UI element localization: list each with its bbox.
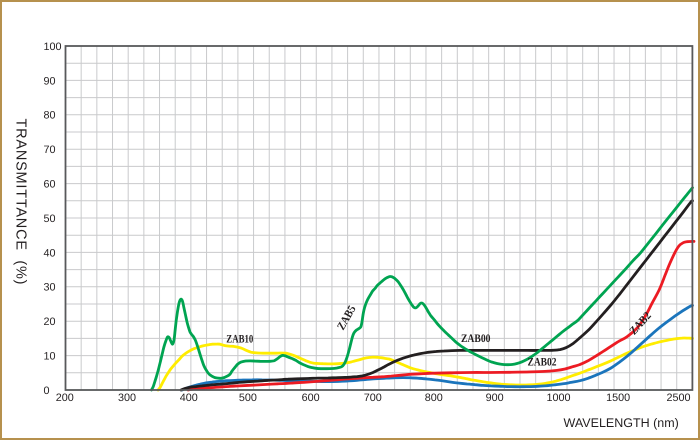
svg-text:10: 10 <box>44 351 56 363</box>
svg-text:TRANSMITTANCE (%): TRANSMITTANCE (%) <box>13 119 29 285</box>
svg-text:ZAB00: ZAB00 <box>461 333 491 345</box>
svg-text:100: 100 <box>44 41 62 53</box>
svg-text:800: 800 <box>425 392 443 404</box>
svg-text:60: 60 <box>44 179 56 191</box>
svg-text:70: 70 <box>44 144 56 156</box>
svg-text:200: 200 <box>56 392 74 404</box>
svg-text:90: 90 <box>44 75 56 87</box>
svg-text:40: 40 <box>44 247 56 259</box>
svg-text:ZAB02: ZAB02 <box>528 357 557 369</box>
svg-text:50: 50 <box>44 213 56 225</box>
svg-text:700: 700 <box>364 392 382 404</box>
svg-text:0: 0 <box>44 385 50 397</box>
svg-text:80: 80 <box>44 110 56 122</box>
svg-text:20: 20 <box>44 316 56 328</box>
svg-text:500: 500 <box>239 392 257 404</box>
svg-text:ZAB5: ZAB5 <box>335 304 358 333</box>
svg-text:ZAB2: ZAB2 <box>628 310 654 338</box>
svg-text:600: 600 <box>302 392 320 404</box>
svg-text:300: 300 <box>118 392 136 404</box>
svg-text:2500: 2500 <box>666 392 690 404</box>
svg-text:ZAB10: ZAB10 <box>226 334 253 346</box>
svg-text:WAVELENGTH (nm): WAVELENGTH (nm) <box>564 416 679 430</box>
svg-text:30: 30 <box>44 282 56 294</box>
svg-text:400: 400 <box>180 392 198 404</box>
svg-text:1000: 1000 <box>546 392 570 404</box>
svg-text:1500: 1500 <box>606 392 630 404</box>
svg-text:900: 900 <box>486 392 504 404</box>
